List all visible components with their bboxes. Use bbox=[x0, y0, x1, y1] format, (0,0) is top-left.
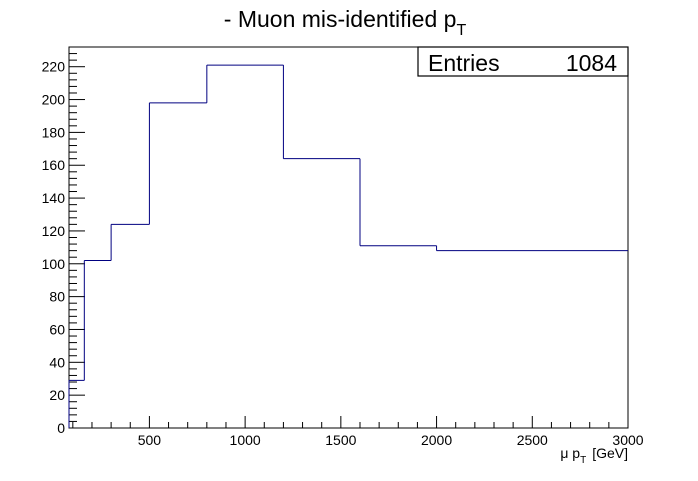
x-axis-label: μ pT [GeV] bbox=[560, 445, 628, 466]
x-tick-label: 1000 bbox=[230, 432, 261, 448]
y-tick-label: 160 bbox=[42, 157, 66, 173]
stats-entries-value: 1084 bbox=[566, 50, 617, 76]
stats-entries-label: Entries bbox=[428, 50, 500, 76]
y-tick-label: 100 bbox=[42, 256, 66, 272]
stats-box: Entries 1084 bbox=[417, 46, 629, 77]
y-tick-label: 140 bbox=[42, 190, 66, 206]
y-tick-label: 120 bbox=[42, 223, 66, 239]
y-tick-label: 200 bbox=[42, 92, 66, 108]
axes: 0 20 40 60 80 100 120 140 160 180 200 220 500 1000 150… bbox=[42, 46, 644, 448]
x-tick-label: 2000 bbox=[421, 432, 452, 448]
x-tick-label: 500 bbox=[138, 432, 162, 448]
histogram-bars bbox=[68, 64, 628, 428]
y-tick-label: 180 bbox=[42, 124, 66, 140]
chart-title: - Muon mis-identified pT bbox=[224, 6, 467, 39]
y-tick-label: 220 bbox=[42, 59, 66, 75]
y-tick-label: 20 bbox=[49, 387, 65, 403]
y-tick-label: 40 bbox=[49, 354, 65, 370]
y-tick-label: 60 bbox=[49, 321, 65, 337]
x-tick-label: 1500 bbox=[325, 432, 356, 448]
y-tick-label: 0 bbox=[57, 420, 65, 436]
plot-frame bbox=[68, 46, 629, 429]
x-tick-label: 2500 bbox=[517, 432, 548, 448]
x-tick-label: 3000 bbox=[612, 432, 643, 448]
y-tick-label: 80 bbox=[49, 289, 65, 305]
